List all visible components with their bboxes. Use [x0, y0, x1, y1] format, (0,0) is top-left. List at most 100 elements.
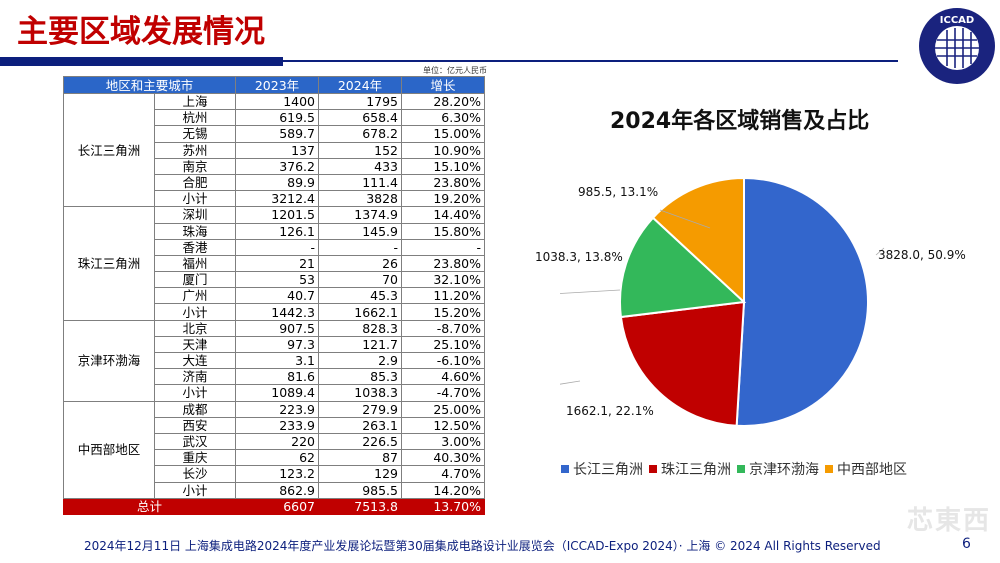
- growth-cell: -: [401, 238, 485, 256]
- legend-item-central-west: 中西部地区: [825, 459, 907, 479]
- value-2024-cell: 226.5: [318, 432, 402, 451]
- city-cell: 广州: [154, 287, 236, 305]
- growth-cell: 14.40%: [401, 206, 485, 224]
- city-cell: 小计: [154, 384, 236, 402]
- value-2023-cell: 62: [235, 449, 319, 467]
- header-2023: 2023年: [235, 76, 319, 94]
- value-2024-cell: 1374.9: [318, 206, 402, 224]
- city-cell: 北京: [154, 319, 236, 337]
- value-2023-cell: 589.7: [235, 125, 319, 143]
- value-2023-cell: 376.2: [235, 157, 319, 175]
- legend-item-bohai: 京津环渤海: [737, 459, 819, 479]
- table-row: 京津环渤海 北京 907.5 828.3 -8.70%: [63, 319, 485, 402]
- growth-cell: 15.20%: [401, 303, 485, 321]
- city-cell: 珠海: [154, 222, 236, 240]
- legend-swatch-icon: [561, 465, 569, 473]
- table-row: 苏州 137 152 10.90%: [64, 141, 485, 159]
- growth-cell: -4.70%: [401, 384, 485, 402]
- city-cell: 福州: [154, 254, 236, 273]
- table-row: 长沙 123.2 129 4.70%: [64, 465, 485, 483]
- growth-cell: 23.80%: [401, 254, 485, 273]
- value-2024-cell: 828.3: [318, 319, 402, 337]
- value-2023-cell: 1442.3: [235, 303, 319, 321]
- value-2024-cell: 3828: [318, 190, 402, 208]
- value-2024-cell: 45.3: [318, 287, 402, 305]
- city-cell: 南京: [154, 157, 236, 175]
- value-2024-cell: -: [318, 238, 402, 256]
- city-cell: 深圳: [154, 206, 236, 224]
- growth-cell: -6.10%: [401, 351, 485, 370]
- value-2024-cell: 279.9: [318, 400, 402, 418]
- value-2023-cell: 89.9: [235, 173, 319, 192]
- value-2023-cell: 3.1: [235, 351, 319, 370]
- value-2023-cell: 1089.4: [235, 384, 319, 402]
- city-cell: 香港: [154, 238, 236, 256]
- value-2024-cell: 263.1: [318, 416, 402, 434]
- slide-title: 主要区域发展情况: [17, 14, 265, 50]
- table-row: 长江三角洲 上海 1400 1795 28.20%: [63, 92, 485, 208]
- value-2023-cell: 137: [235, 141, 319, 159]
- city-cell: 上海: [154, 92, 236, 111]
- slide-footer: 2024年12月11日 上海集成电路2024年度产业发展论坛暨第30届集成电路设…: [84, 539, 881, 553]
- region-cell: 京津环渤海: [63, 319, 155, 402]
- value-2024-cell: 70: [318, 271, 402, 289]
- growth-cell: 28.20%: [401, 92, 485, 111]
- page-number: 6: [962, 536, 971, 552]
- city-cell: 大连: [154, 351, 236, 370]
- legend-swatch-icon: [825, 465, 833, 473]
- value-2023-cell: 97.3: [235, 335, 319, 354]
- table-row: 福州 21 26 23.80%: [64, 254, 485, 273]
- unit-label: 单位：亿元人民币: [423, 66, 487, 75]
- growth-cell: 10.90%: [401, 141, 485, 159]
- value-2023-cell: 40.7: [235, 287, 319, 305]
- growth-cell: 14.20%: [401, 481, 485, 499]
- table-row: 南京 376.2 433 15.10%: [64, 157, 485, 175]
- total-2023: 6607: [235, 497, 319, 515]
- leader-line: [875, 247, 885, 256]
- legend-swatch-icon: [737, 465, 745, 473]
- title-underline-thick: [0, 57, 283, 66]
- growth-cell: 6.30%: [401, 109, 485, 127]
- table-row: 大连 3.1 2.9 -6.10%: [64, 351, 485, 370]
- table-row: 广州 40.7 45.3 11.20%: [64, 287, 485, 305]
- city-cell: 成都: [154, 400, 236, 418]
- region-cell: 长江三角洲: [63, 92, 155, 208]
- table-row: 合肥 89.9 111.4 23.80%: [64, 173, 485, 192]
- pie-label-pearl: 1662.1, 22.1%: [566, 404, 654, 418]
- table-row: 无锡 589.7 678.2 15.00%: [64, 125, 485, 143]
- value-2024-cell: 145.9: [318, 222, 402, 240]
- leader-line: [560, 380, 581, 385]
- city-cell: 杭州: [154, 109, 236, 127]
- value-2023-cell: 81.6: [235, 368, 319, 386]
- value-2023-cell: 223.9: [235, 400, 319, 418]
- growth-cell: 32.10%: [401, 271, 485, 289]
- table-header-row: 地区和主要城市 2023年 2024年 增长: [63, 76, 485, 94]
- city-cell: 小计: [154, 190, 236, 208]
- growth-cell: 4.60%: [401, 368, 485, 386]
- pie-slice-3: [651, 176, 745, 305]
- pie-slice-2: [619, 216, 747, 319]
- total-row: 总计 6607 7513.8 13.70%: [63, 497, 485, 515]
- iccad-logo-icon: ICCAD: [919, 8, 995, 84]
- growth-cell: 12.50%: [401, 416, 485, 434]
- growth-cell: 19.20%: [401, 190, 485, 208]
- value-2024-cell: 985.5: [318, 481, 402, 499]
- growth-cell: 15.10%: [401, 157, 485, 175]
- region-cell: 中西部地区: [63, 400, 155, 499]
- value-2023-cell: 233.9: [235, 416, 319, 434]
- growth-cell: 23.80%: [401, 173, 485, 192]
- pie-label-yangtze: 3828.0, 50.9%: [878, 248, 966, 262]
- value-2024-cell: 1662.1: [318, 303, 402, 321]
- city-cell: 重庆: [154, 449, 236, 467]
- region-cell: 珠江三角洲: [63, 206, 155, 321]
- city-cell: 合肥: [154, 173, 236, 192]
- city-cell: 苏州: [154, 141, 236, 159]
- growth-cell: 11.20%: [401, 287, 485, 305]
- value-2023-cell: 907.5: [235, 319, 319, 337]
- total-growth: 13.70%: [401, 497, 485, 515]
- growth-cell: 15.80%: [401, 222, 485, 240]
- growth-cell: 4.70%: [401, 465, 485, 483]
- city-cell: 济南: [154, 368, 236, 386]
- growth-cell: 15.00%: [401, 125, 485, 143]
- value-2024-cell: 1795: [318, 92, 402, 111]
